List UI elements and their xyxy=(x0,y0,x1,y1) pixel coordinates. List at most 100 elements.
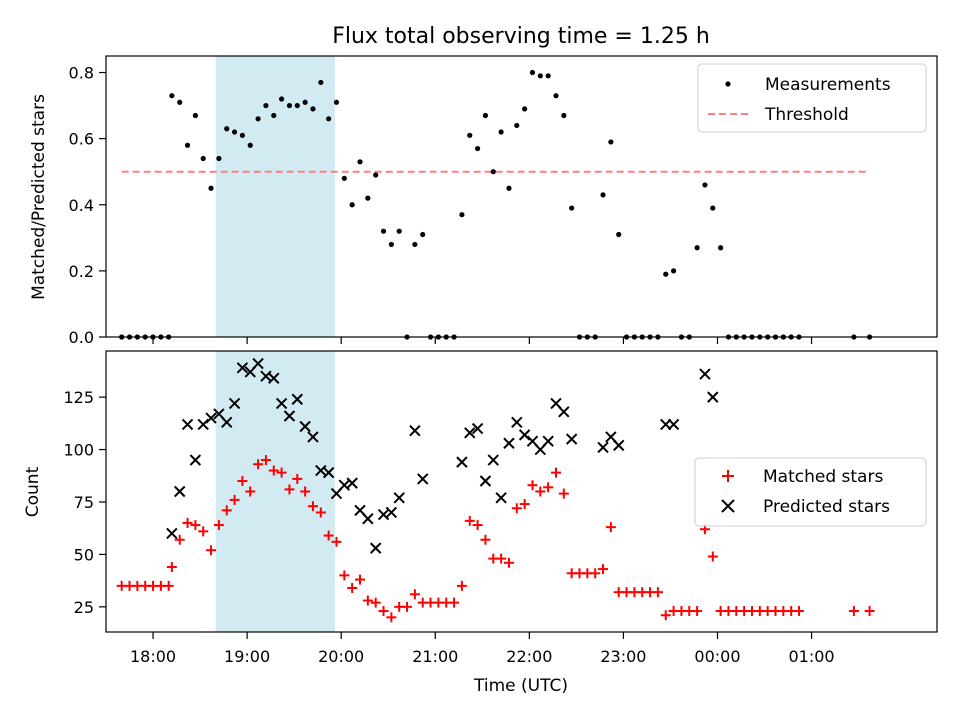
matched-star-point xyxy=(268,465,279,476)
matched-star-point xyxy=(402,601,413,612)
x-axis-label: Time (UTC) xyxy=(473,676,568,696)
matched-star-point xyxy=(692,606,703,617)
y-tick-label: 50 xyxy=(74,545,94,564)
legend-threshold-label: Threshold xyxy=(764,105,849,125)
measurement-point xyxy=(286,102,293,109)
matched-star-point xyxy=(206,545,217,556)
x-tick-label: 20:00 xyxy=(318,647,364,666)
matched-star-point xyxy=(229,494,240,505)
predicted-star-point xyxy=(565,433,578,445)
measurement-point xyxy=(380,228,387,234)
matched-star-point xyxy=(503,557,514,568)
matched-star-point xyxy=(163,580,174,591)
y-tick-label: 0.8 xyxy=(69,64,94,83)
predicted-star-point xyxy=(699,368,711,380)
predicted-star-point xyxy=(597,441,609,454)
matched-star-point xyxy=(496,553,507,564)
matched-star-point xyxy=(307,501,318,512)
matched-star-point xyxy=(260,455,271,466)
matched-star-point xyxy=(386,612,397,623)
measurement-point xyxy=(694,245,700,251)
measurement-point xyxy=(396,228,402,234)
matched-star-point xyxy=(598,564,609,575)
predicted-star-point xyxy=(275,397,288,410)
measurement-point xyxy=(279,96,285,102)
predicted-star-point xyxy=(385,506,398,519)
predicted-star-point xyxy=(558,406,570,418)
matched-star-point xyxy=(472,520,483,531)
measurement-point xyxy=(263,102,269,109)
x-tick-label: 21:00 xyxy=(412,647,458,666)
y-tick-label: 125 xyxy=(63,388,94,407)
measurement-point xyxy=(216,155,222,162)
predicted-star-point xyxy=(307,431,319,443)
matched-star-point xyxy=(378,606,389,617)
predicted-star-point xyxy=(456,456,468,468)
predicted-star-point xyxy=(464,427,476,439)
matched-star-point xyxy=(245,486,256,497)
measurement-point xyxy=(545,73,551,79)
predicted-star-point xyxy=(542,435,554,447)
matched-star-point xyxy=(409,589,420,600)
measurement-point xyxy=(365,195,371,201)
matched-star-point xyxy=(355,574,366,585)
y-tick-label: 0.2 xyxy=(69,262,94,281)
predicted-star-point xyxy=(362,513,374,525)
measurement-point xyxy=(718,245,724,251)
measurement-point xyxy=(294,102,300,109)
predicted-star-point xyxy=(173,485,186,498)
matched-star-point xyxy=(198,526,209,537)
predicted-star-point xyxy=(487,454,499,466)
measurement-point xyxy=(326,116,332,122)
measurement-point xyxy=(388,241,394,248)
legend-matched-marker xyxy=(722,470,734,482)
measurement-point xyxy=(341,175,347,181)
predicted-star-point xyxy=(283,410,296,422)
measurement-point xyxy=(412,241,418,248)
predicted-star-point xyxy=(322,466,335,479)
x-tick-label: 00:00 xyxy=(694,647,740,666)
predicted-star-point xyxy=(518,429,531,441)
matched-star-point xyxy=(543,482,554,493)
measurement-point xyxy=(184,142,191,148)
measurement-point xyxy=(663,271,669,277)
y-tick-label: 75 xyxy=(74,493,94,512)
legend-measurements-label: Measurements xyxy=(765,75,891,95)
bottom-axes-frame xyxy=(105,350,938,633)
y-tick-label: 100 xyxy=(63,441,94,460)
legend-predicted-marker xyxy=(721,499,735,513)
predicted-star-point xyxy=(667,418,680,431)
chart-title: Flux total observing time = 1.25 h xyxy=(332,24,710,49)
predicted-star-point xyxy=(495,492,507,504)
x-tick-label: 19:00 xyxy=(224,647,270,666)
matched-star-point xyxy=(480,534,491,545)
measurement-point xyxy=(373,172,379,178)
matched-star-point xyxy=(558,488,569,499)
x-tick-label: 23:00 xyxy=(600,647,646,666)
measurement-point xyxy=(208,185,214,191)
top-legend-box xyxy=(697,63,927,133)
matched-star-point xyxy=(652,587,663,598)
matched-star-point xyxy=(660,610,671,621)
measurement-point xyxy=(200,155,206,162)
predicted-star-point xyxy=(393,492,405,504)
measurement-point xyxy=(333,99,340,105)
top-plot-area xyxy=(119,69,873,340)
legend-predicted-label: Predicted stars xyxy=(763,497,890,517)
x-tick-label: 22:00 xyxy=(506,647,552,666)
bottom-panel: 25 50 75 100 125 18:00 19:00 20:00 21:00 22:00 23… xyxy=(23,350,938,696)
legend-measurements-marker xyxy=(725,81,731,87)
matched-star-point xyxy=(362,595,373,606)
measurement-point xyxy=(482,112,489,119)
measurement-point xyxy=(231,129,238,135)
measurement-point xyxy=(247,142,253,148)
measurement-point xyxy=(569,205,575,211)
matched-star-point xyxy=(253,459,264,470)
matched-star-point xyxy=(864,606,875,617)
bottom-legend: Matched stars Predicted stars xyxy=(694,457,927,527)
y-tick-label: 0.4 xyxy=(69,196,94,215)
predicted-star-point xyxy=(369,542,382,554)
matched-star-point xyxy=(213,520,224,531)
predicted-star-point xyxy=(471,422,484,435)
